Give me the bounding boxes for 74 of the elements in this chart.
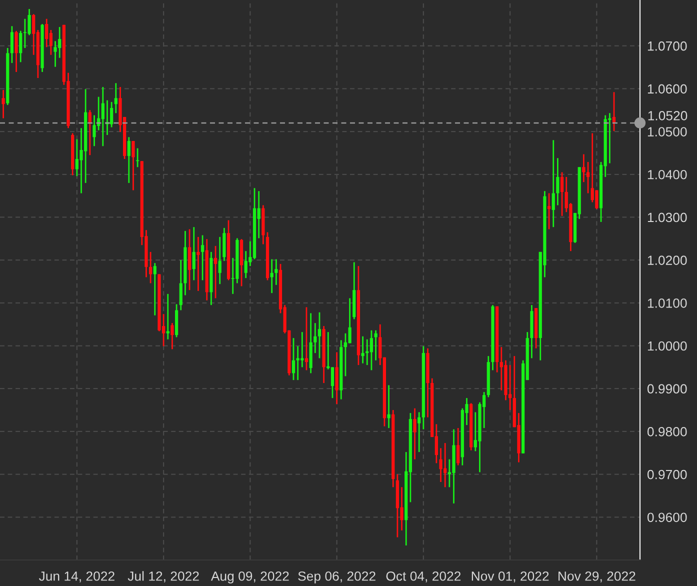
candlestick [92, 114, 96, 147]
candlestick [387, 384, 390, 429]
y-tick-label: 1.0500 [648, 127, 687, 136]
y-tick-label: 0.9700 [647, 470, 687, 480]
candlestick [188, 228, 192, 291]
candlestick [582, 154, 586, 183]
ref-line-label: 1.0520 [648, 111, 688, 120]
candlestick [153, 262, 156, 316]
candlestick [292, 337, 296, 381]
candlestick [222, 227, 226, 262]
candlestick [318, 312, 322, 359]
y-tick-label: 1.0100 [648, 298, 687, 308]
y-tick-label: 1.0000 [648, 341, 687, 351]
candlestick [556, 157, 560, 206]
candlestick [28, 8, 31, 36]
candlestick [170, 322, 174, 350]
candlestick [132, 140, 135, 191]
candlestick [136, 148, 140, 168]
candlestick [2, 89, 5, 119]
candlestick [560, 172, 564, 217]
candlestick [23, 18, 27, 49]
candlestick [149, 251, 152, 284]
candlestick [179, 259, 182, 311]
x-tick-label: Jun 14, 2022 [38, 571, 114, 582]
candlestick [552, 139, 555, 228]
candlestick [330, 366, 334, 399]
candlestick [374, 330, 378, 362]
candlestick [586, 161, 590, 194]
x-tick-label: Jul 12, 2022 [128, 571, 199, 582]
y-tick-label: 0.9800 [647, 427, 687, 436]
candlestick [200, 234, 204, 281]
candlestick [88, 109, 92, 156]
candlestick [14, 30, 18, 73]
candlestick [45, 18, 48, 48]
candlestick [418, 411, 421, 453]
candlestick [314, 322, 317, 354]
y-tick-label: 1.0400 [648, 170, 687, 180]
x-tick-label: Sep 06, 2022 [298, 571, 376, 584]
x-tick-label: Oct 04, 2022 [386, 571, 461, 582]
candlestick [274, 258, 278, 286]
y-tick-label: 0.9900 [647, 384, 687, 394]
candlestick [54, 40, 57, 68]
x-tick-label: Nov 29, 2022 [558, 571, 636, 582]
candlestick [348, 298, 352, 344]
candlestick [361, 336, 364, 364]
candlestick [114, 82, 118, 114]
candlestick [300, 331, 304, 368]
candlestick [595, 190, 598, 210]
y-tick-label: 1.0300 [648, 212, 687, 222]
candlestick [547, 192, 551, 230]
candlestick [101, 86, 104, 147]
candlestick [296, 346, 300, 381]
y-tick-label: 1.0200 [648, 256, 687, 265]
y-tick-label: 1.0600 [648, 84, 687, 94]
candlestick [10, 25, 14, 64]
candlestick [19, 30, 22, 63]
candlestick [304, 306, 308, 371]
candlestick [127, 136, 130, 184]
x-tick-label: Nov 01, 2022 [472, 571, 549, 582]
candlestick [439, 447, 442, 483]
candlestick [166, 293, 170, 340]
y-tick-label: 1.0700 [648, 41, 687, 51]
candlestick [370, 330, 374, 371]
candlestick [244, 250, 248, 279]
candlestick [196, 236, 200, 292]
candlestick [218, 236, 222, 285]
candlestick [456, 427, 460, 466]
x-tick-label: Aug 09, 2022 [210, 571, 289, 584]
candlestick [413, 408, 416, 460]
y-tick-label: 0.9600 [647, 512, 687, 522]
candlestick [214, 245, 218, 299]
candlestick [270, 258, 274, 294]
candlestick [192, 226, 196, 281]
candlestick [335, 352, 338, 405]
